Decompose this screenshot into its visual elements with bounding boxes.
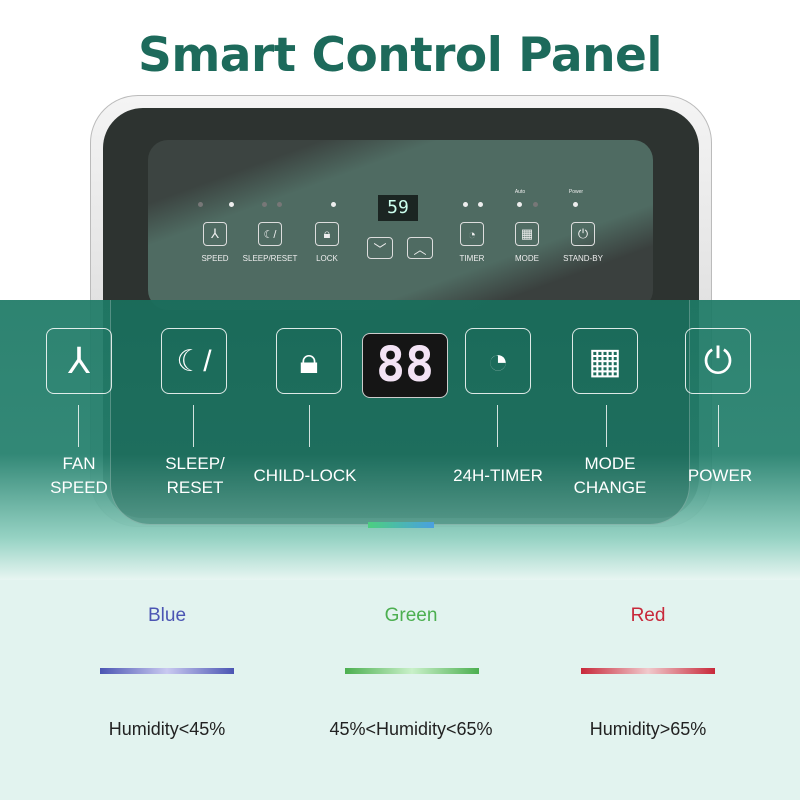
- callout-line: [497, 405, 498, 447]
- indicator-auto-label: Auto: [514, 189, 526, 195]
- mode-callout-icon: ▦: [572, 328, 638, 394]
- chevron-up-icon: ︿: [413, 241, 427, 257]
- timer-label: TIMER: [459, 254, 485, 263]
- sleep-reset-icon: ☾/: [263, 228, 277, 241]
- up-button[interactable]: ︿: [407, 237, 433, 259]
- indicator-led: [198, 202, 203, 207]
- indicator-led: [517, 202, 522, 207]
- humidity-legend: [0, 580, 800, 800]
- indicator-led: [463, 202, 468, 207]
- lock-button[interactable]: 🔒︎: [315, 222, 339, 246]
- sleep-reset-label: SLEEP/RESET: [165, 454, 225, 497]
- timer-button[interactable]: ◔: [460, 222, 484, 246]
- red-label: Red: [630, 605, 666, 626]
- green-range: 45%<Humidity<65%: [329, 719, 493, 739]
- humidity-light-strip: [368, 522, 434, 528]
- fan-icon: ⅄: [211, 226, 219, 241]
- standby-button[interactable]: ⏻: [571, 222, 595, 246]
- indicator-led: [331, 202, 336, 207]
- down-button[interactable]: ﹀: [367, 237, 393, 259]
- mode-grid-icon: ▦: [520, 226, 534, 241]
- indicator-power-label: Power: [568, 189, 584, 195]
- child-lock-label: CHILD-LOCK: [253, 466, 357, 485]
- control-face: [148, 140, 653, 310]
- fan-speed-callout-icon: ⅄: [46, 328, 112, 394]
- callout-line: [193, 405, 194, 447]
- blue-label: Blue: [147, 605, 187, 626]
- power-label: POWER: [687, 466, 753, 485]
- indicator-led: [277, 202, 282, 207]
- blue-range: Humidity<45%: [108, 719, 226, 739]
- timer-label: 24H-TIMER: [453, 466, 543, 485]
- mode-label: MODE: [515, 254, 539, 263]
- large-display: 88: [362, 333, 448, 398]
- power-callout-icon: ⏻: [685, 328, 751, 394]
- sleep-reset-callout-icon: ☾/: [161, 328, 227, 394]
- indicator-led: [573, 202, 578, 207]
- speed-label: SPEED: [201, 254, 229, 263]
- callout-line: [309, 405, 310, 447]
- timer-icon: ◔: [468, 226, 476, 242]
- sleep-reset-label: SLEEP/RESET: [242, 254, 298, 263]
- red-bar: [581, 668, 715, 674]
- lock-callout-icon: 🔒︎: [276, 328, 342, 394]
- sleep-reset-button[interactable]: ☾/: [258, 222, 282, 246]
- lock-label: LOCK: [316, 254, 338, 263]
- indicator-led: [229, 202, 234, 207]
- chevron-down-icon: ﹀: [373, 241, 387, 257]
- green-label: Green: [384, 605, 438, 626]
- mode-button[interactable]: ▦: [515, 222, 539, 246]
- standby-label: STAND-BY: [563, 254, 603, 263]
- power-icon: ⏻: [577, 226, 589, 241]
- blue-bar: [100, 668, 234, 674]
- mode-change-label: MODE CHANGE: [573, 454, 647, 497]
- fan-speed-label: FAN SPEED: [50, 454, 108, 497]
- page-title: Smart Control Panel: [137, 28, 663, 83]
- indicator-led: [533, 202, 538, 207]
- callout-line: [78, 405, 79, 447]
- callout-line: [606, 405, 607, 447]
- speed-button[interactable]: ⅄: [203, 222, 227, 246]
- callout-line: [718, 405, 719, 447]
- timer-callout-icon: ◔: [465, 328, 531, 394]
- indicator-led: [262, 202, 267, 207]
- small-display: 59: [378, 195, 418, 221]
- red-range: Humidity>65%: [589, 719, 707, 739]
- green-bar: [345, 668, 479, 674]
- lock-icon: 🔒︎: [323, 226, 331, 241]
- indicator-led: [478, 202, 483, 207]
